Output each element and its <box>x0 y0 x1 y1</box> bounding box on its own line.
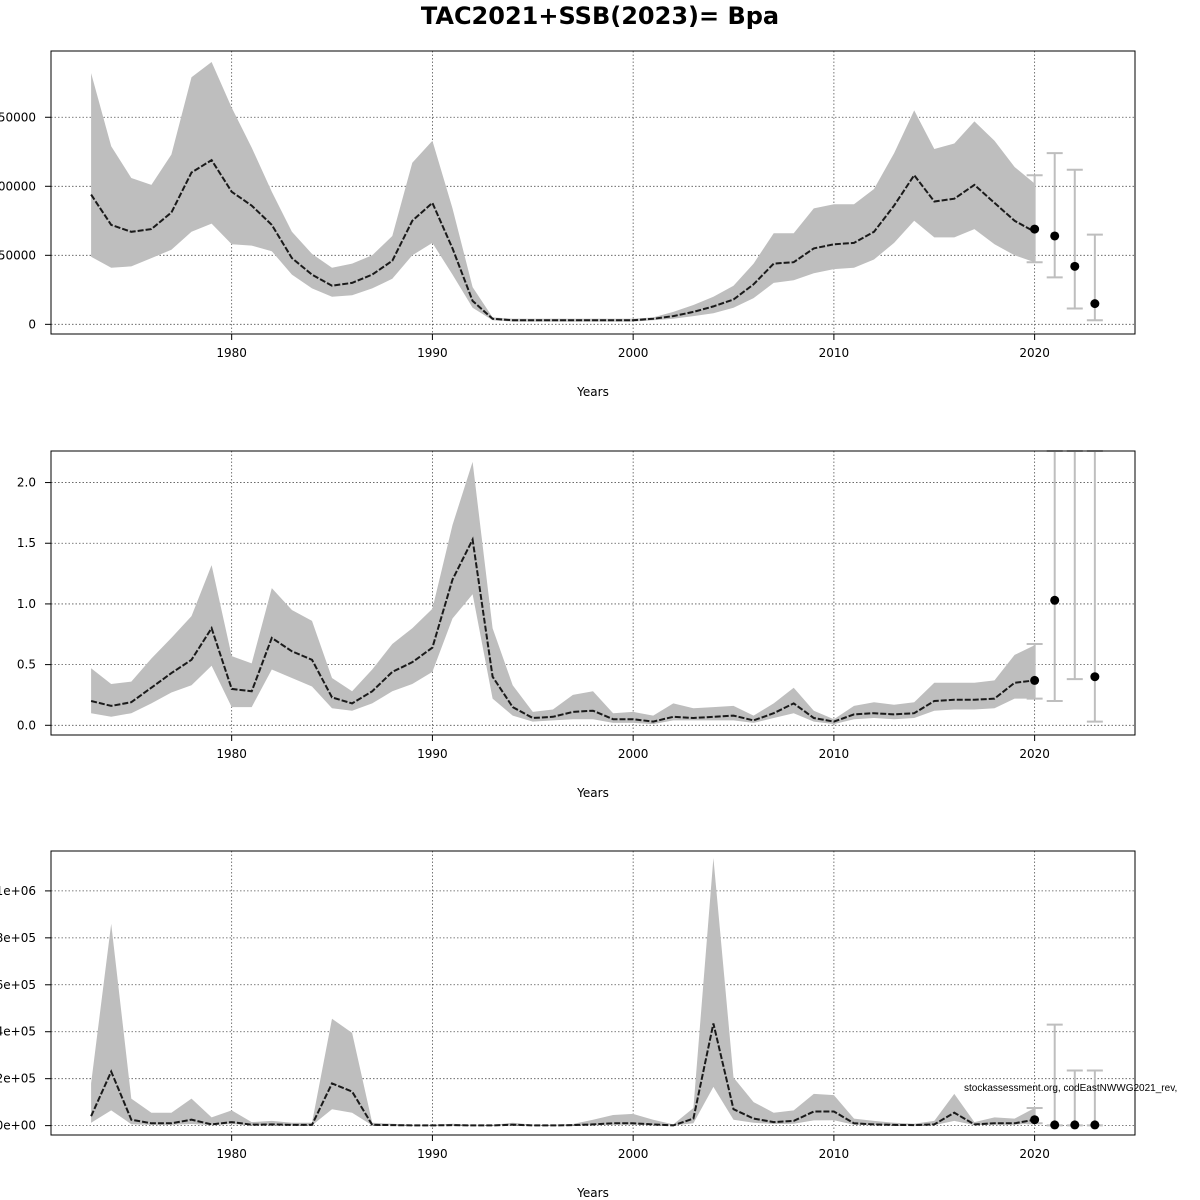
x-axis-label: Years <box>576 385 609 399</box>
chart-title: TAC2021+SSB(2023)= Bpa <box>420 2 780 30</box>
y-tick-label: 2e+05 <box>0 1072 36 1086</box>
panel-1: 1980 1990 2000 2010 2020 0 50000 100000 150000 Ye… <box>0 50 1136 399</box>
y-tick-label: 0.5 <box>17 658 36 672</box>
y-tick-label: 4e+05 <box>0 1025 36 1039</box>
x-tick-label: 1980 <box>216 1147 247 1161</box>
y-tick-label: 6e+05 <box>0 978 36 992</box>
x-axis-label: Years <box>576 1186 609 1200</box>
forecast-point <box>1030 224 1040 234</box>
y-tick-label: 1e+06 <box>0 884 36 898</box>
y-tick-label: 2.0 <box>17 476 36 490</box>
y-tick-label: 1.0 <box>17 597 36 611</box>
panel-3: 1980 1990 2000 2010 2020 0e+00 2e+05 4e+05 6e+05… <box>0 850 1136 1200</box>
x-tick-label: 1990 <box>417 346 448 360</box>
y-tick-label: 100000 <box>0 179 36 193</box>
confidence-band <box>91 62 1035 322</box>
panel-2: 1980 1990 2000 2010 2020 0.0 0.5 1.0 1.5 2.0 Years <box>17 450 1136 800</box>
x-tick-label: 2000 <box>618 346 649 360</box>
estimate-line <box>90 158 1036 322</box>
plot-frame <box>50 50 1136 335</box>
x-tick-label: 1990 <box>417 747 448 761</box>
plot-frame <box>50 450 1136 736</box>
forecast-point <box>1070 261 1080 271</box>
y-tick-label: 0.0 <box>17 718 36 732</box>
y-tick-label: 1.5 <box>17 536 36 550</box>
y-tick-label: 0 <box>28 317 36 331</box>
forecast-point <box>1090 299 1100 309</box>
x-tick-label: 2010 <box>819 1147 850 1161</box>
x-tick-label: 2010 <box>819 747 850 761</box>
forecast-point <box>1050 595 1060 605</box>
plot-frame <box>50 850 1136 1136</box>
forecast-point <box>1090 672 1100 682</box>
x-tick-label: 2000 <box>618 747 649 761</box>
forecast-point <box>1030 1115 1040 1125</box>
confidence-band <box>91 461 1035 725</box>
source-footnote: stockassessment.org, codEastNWWG2021_rev… <box>964 1083 1178 1094</box>
x-tick-label: 1980 <box>216 346 247 360</box>
estimate-line <box>90 536 1035 723</box>
forecast-point <box>1070 1120 1080 1130</box>
x-tick-label: 2000 <box>618 1147 649 1161</box>
x-tick-label: 2020 <box>1019 1147 1050 1161</box>
y-tick-label: 150000 <box>0 110 36 124</box>
y-tick-label: 8e+05 <box>0 931 36 945</box>
x-tick-label: 1980 <box>216 747 247 761</box>
confidence-band <box>91 858 1035 1126</box>
x-tick-label: 1990 <box>417 1147 448 1161</box>
x-tick-label: 2010 <box>819 346 850 360</box>
x-axis-label: Years <box>576 786 609 800</box>
x-tick-label: 2020 <box>1019 747 1050 761</box>
forecast-point <box>1050 231 1060 241</box>
forecast-point <box>1050 1120 1060 1130</box>
y-tick-label: 0e+00 <box>0 1119 36 1133</box>
forecast-point <box>1090 1120 1100 1130</box>
estimate-line <box>90 1023 1035 1127</box>
y-tick-label: 50000 <box>0 248 36 262</box>
x-tick-label: 2020 <box>1019 346 1050 360</box>
forecast-point <box>1030 675 1040 685</box>
